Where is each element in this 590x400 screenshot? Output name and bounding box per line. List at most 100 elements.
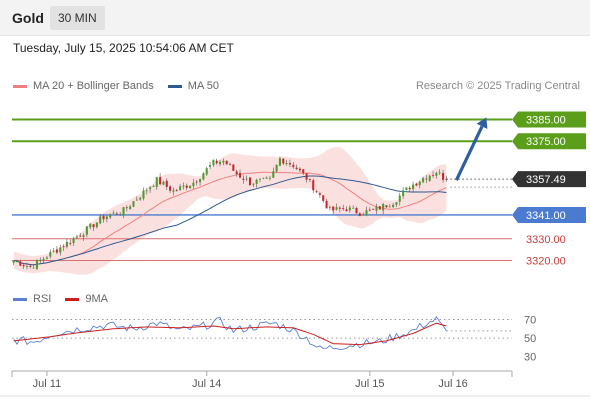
candle-body <box>298 168 301 171</box>
candle-body <box>209 165 212 167</box>
candle-body <box>109 214 112 218</box>
candle-body <box>42 258 45 261</box>
candle-body <box>318 193 321 195</box>
candle-body <box>115 213 118 215</box>
candle-body <box>278 158 281 166</box>
candle-body <box>365 210 368 216</box>
candle-body <box>32 267 35 269</box>
candle-body <box>385 205 388 208</box>
candle-body <box>398 195 401 202</box>
candle-body <box>219 161 222 165</box>
candle-body <box>302 169 305 174</box>
candle-body <box>328 207 331 208</box>
timeframe-button[interactable]: 30 MIN <box>50 6 105 30</box>
candle-body <box>152 186 155 187</box>
current-price-tag <box>512 171 586 188</box>
candle-body <box>382 203 385 211</box>
candle-body <box>52 250 55 252</box>
candle-body <box>45 257 48 259</box>
ma50-legend-label: MA 50 <box>187 80 219 92</box>
candle-body <box>192 182 195 187</box>
candle-body <box>402 190 405 197</box>
forecast-arrow-head <box>476 117 488 129</box>
candle-body <box>25 266 29 267</box>
ma20-line <box>13 171 447 266</box>
candle-body <box>262 177 265 179</box>
current-price-label: 3357.49 <box>526 174 566 186</box>
candle-body <box>222 160 225 163</box>
candle-body <box>135 199 138 201</box>
candle-body <box>35 260 38 269</box>
candle-body <box>12 260 15 263</box>
ma50-legend-swatch <box>167 84 182 88</box>
candle-body <box>49 252 52 257</box>
candle-body <box>105 216 108 220</box>
candle-body <box>415 183 418 186</box>
candle-body <box>122 207 125 216</box>
candle-body <box>125 207 128 209</box>
candle-body <box>69 243 72 244</box>
candle-body <box>92 224 95 228</box>
candle-body <box>258 178 262 180</box>
level-label-3341.00: 3341.00 <box>526 210 566 222</box>
candle-body <box>119 213 122 215</box>
candle-body <box>235 171 238 175</box>
candle-body <box>338 207 341 209</box>
candle-body <box>392 204 395 208</box>
candle-body <box>179 186 182 191</box>
candle-body <box>358 213 361 217</box>
candle-body <box>82 235 85 238</box>
candle-body <box>59 247 62 253</box>
candle-body <box>305 173 308 180</box>
candle-body <box>432 174 435 176</box>
forecast-arrow-shaft <box>454 125 484 181</box>
candle-body <box>85 226 88 235</box>
level-tag-3385.00 <box>512 111 586 128</box>
candle-body <box>395 202 398 205</box>
candle-body <box>159 177 162 185</box>
candle-body <box>29 265 32 267</box>
candle-body <box>39 259 42 262</box>
candle-body <box>408 187 411 190</box>
candle-body <box>252 183 255 185</box>
rsi-ma-legend-label: 9MA <box>85 293 108 305</box>
candle-body <box>248 177 252 185</box>
rsi-ma-legend-swatch <box>65 297 80 301</box>
candle-body <box>378 206 381 210</box>
rsi-line <box>13 316 447 351</box>
level-label-3385.00: 3385.00 <box>526 115 566 127</box>
candle-body <box>272 171 275 178</box>
candle-body <box>15 261 19 263</box>
candle-body <box>79 235 82 237</box>
asset-name: Gold <box>12 10 44 26</box>
level-tag-3341.00 <box>512 206 586 223</box>
candle-body <box>72 238 75 243</box>
candle-body <box>95 222 98 228</box>
candle-body <box>242 178 245 180</box>
candle-body <box>375 206 378 211</box>
candle-body <box>348 207 351 211</box>
level-label-3375.00: 3375.00 <box>526 136 566 148</box>
chart-datetime: Tuesday, July 15, 2025 10:54:06 AM CET <box>13 41 234 55</box>
candle-body <box>112 212 115 214</box>
candle-body <box>215 160 218 164</box>
candle-body <box>422 178 425 183</box>
candle-body <box>195 181 198 183</box>
candle-body <box>19 261 22 266</box>
candle-body <box>212 159 215 166</box>
candle-body <box>388 206 391 208</box>
candle-body <box>149 187 152 190</box>
chart-header: Gold 30 MIN <box>0 0 590 36</box>
candle-body <box>435 172 438 176</box>
candle-body <box>352 207 355 209</box>
candle-body <box>228 164 232 166</box>
candle-body <box>75 236 78 238</box>
candle-body <box>202 173 205 180</box>
ma20-legend-swatch <box>13 84 27 88</box>
candle-body <box>199 179 202 183</box>
level-tag-3375.00 <box>512 133 586 150</box>
rsi-legend-swatch <box>13 297 27 301</box>
candle-body <box>225 160 228 165</box>
level-label-3320.00: 3320.00 <box>526 255 566 267</box>
